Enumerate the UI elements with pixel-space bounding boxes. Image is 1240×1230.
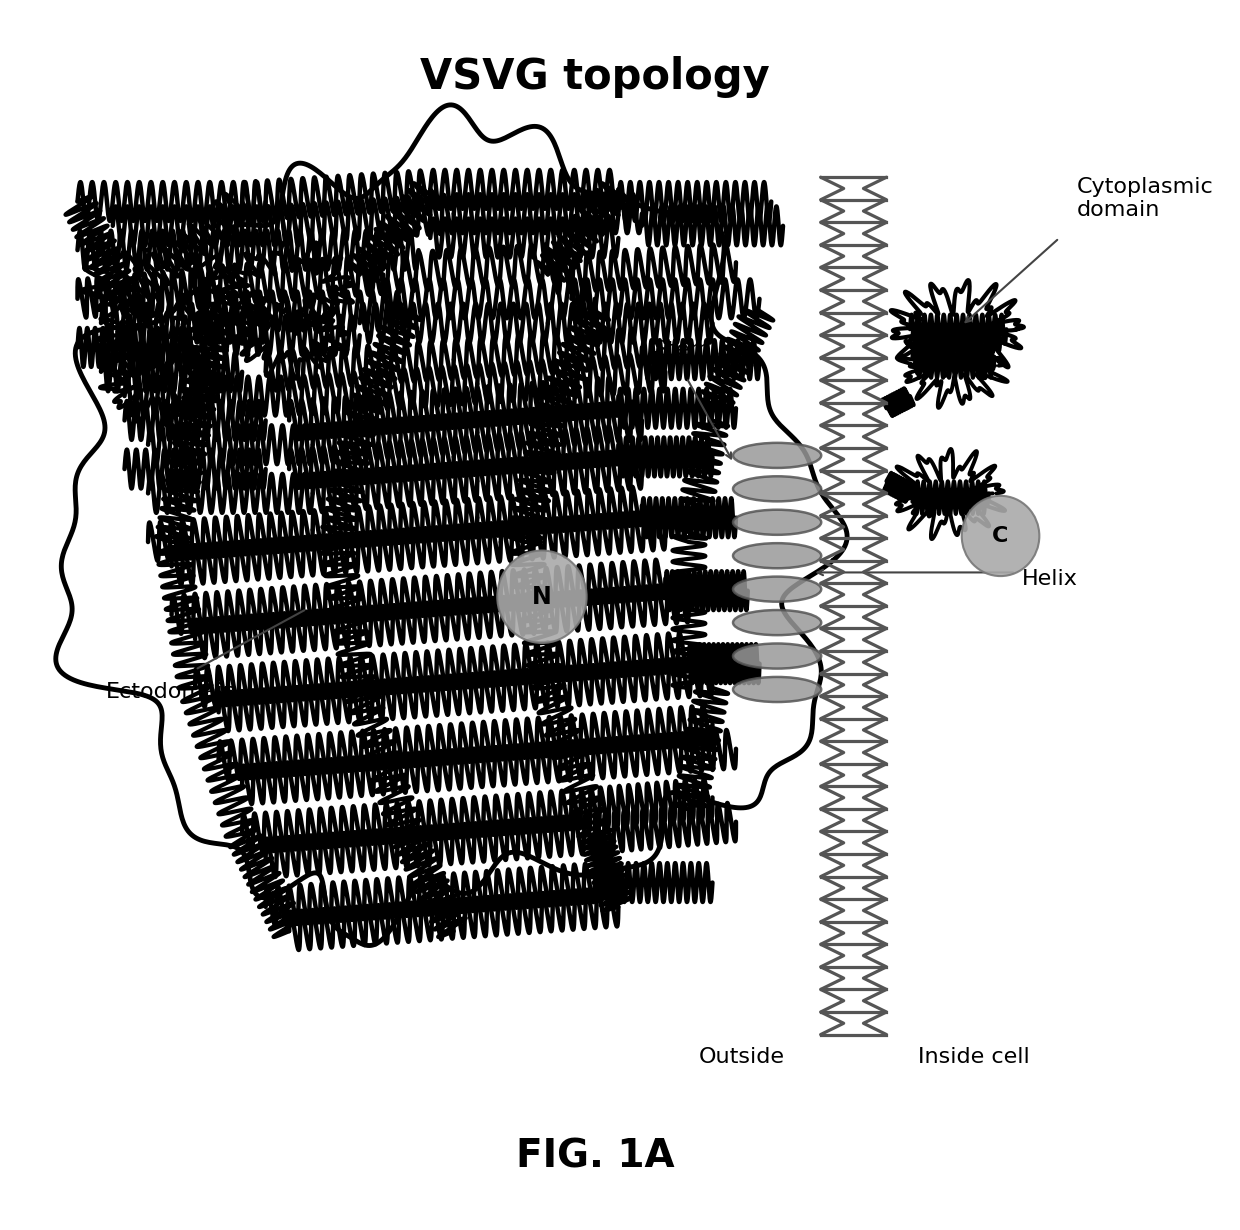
Text: Inside cell: Inside cell bbox=[919, 1047, 1030, 1066]
Text: Stem: Stem bbox=[653, 339, 712, 359]
Text: Helix: Helix bbox=[1022, 568, 1078, 588]
Ellipse shape bbox=[733, 577, 821, 601]
Text: Outside: Outside bbox=[699, 1047, 785, 1066]
Ellipse shape bbox=[733, 443, 821, 467]
Text: C: C bbox=[992, 526, 1008, 546]
Circle shape bbox=[497, 551, 587, 643]
Text: FIG. 1A: FIG. 1A bbox=[516, 1138, 675, 1175]
Text: Cytoplasmic
domain: Cytoplasmic domain bbox=[1078, 177, 1214, 220]
Text: Ectodomain: Ectodomain bbox=[105, 681, 238, 702]
Ellipse shape bbox=[733, 544, 821, 568]
Ellipse shape bbox=[733, 509, 821, 535]
Ellipse shape bbox=[733, 610, 821, 635]
Text: N: N bbox=[532, 584, 552, 609]
Ellipse shape bbox=[733, 643, 821, 669]
Ellipse shape bbox=[733, 676, 821, 702]
Text: VSVG topology: VSVG topology bbox=[420, 55, 770, 97]
Ellipse shape bbox=[733, 476, 821, 502]
Circle shape bbox=[962, 496, 1039, 576]
